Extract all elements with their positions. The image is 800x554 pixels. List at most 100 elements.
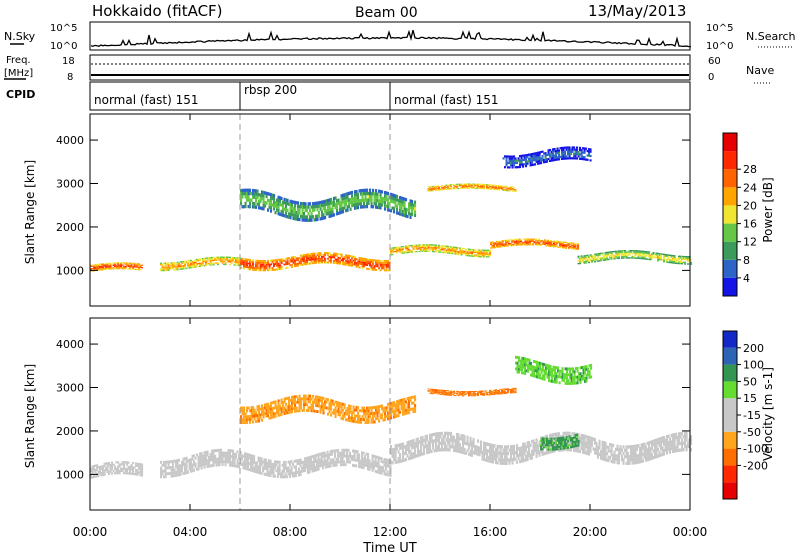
power-echo-cell xyxy=(673,260,676,263)
power-echo-cell xyxy=(267,261,270,264)
vel-echo-cell xyxy=(319,396,322,400)
power-echo-cell xyxy=(309,208,312,213)
power-echo-cell xyxy=(666,255,669,257)
vel-echo-cell xyxy=(606,445,609,449)
power-echo-cell xyxy=(318,256,321,258)
power-echo-cell xyxy=(589,258,592,260)
power-echo-cell xyxy=(604,253,607,255)
power-echo-cell xyxy=(438,188,441,190)
vel-echo-cell xyxy=(307,456,310,460)
power-echo-cell xyxy=(574,148,577,151)
power-echo-cell xyxy=(588,154,591,157)
power-echo-cell xyxy=(435,185,438,187)
power-echo-cell xyxy=(363,198,366,202)
power-echo-cell xyxy=(178,264,181,266)
vel-echo-cell xyxy=(277,466,280,470)
power-echo-cell xyxy=(429,190,432,192)
vel-echo-cell xyxy=(304,460,307,464)
power-echo-cell xyxy=(364,205,367,209)
vel-echo-cell xyxy=(255,414,258,418)
power-echo-cell xyxy=(423,249,426,251)
vel-echo-cell xyxy=(636,447,639,451)
vel-echo-cell xyxy=(256,470,259,474)
power-echo-cell xyxy=(357,260,360,263)
power-cbar-tick-label-0: 4 xyxy=(743,272,750,285)
power-echo-cell xyxy=(373,202,376,206)
vel-echo-cell xyxy=(129,468,132,471)
power-echo-cell xyxy=(376,259,379,262)
power-echo-cell xyxy=(387,269,390,272)
vel-echo-cell xyxy=(126,467,129,471)
power-echo-cell xyxy=(423,244,426,246)
power-echo-cell xyxy=(330,256,333,258)
vel-echo-cell xyxy=(432,446,435,450)
vel-echo-cell xyxy=(167,466,170,470)
power-echo-cell xyxy=(433,187,436,189)
power-echo-cell xyxy=(486,249,489,251)
vel-echo-cell xyxy=(435,439,438,443)
power-echo-cell xyxy=(273,200,276,204)
power-echo-cell xyxy=(667,261,670,263)
power-echo-cell xyxy=(289,258,292,261)
power-echo-cell xyxy=(322,255,325,258)
power-echo-cell xyxy=(561,155,564,158)
power-echo-cell xyxy=(462,247,465,250)
power-echo-cell xyxy=(393,210,396,214)
power-echo-cell xyxy=(402,251,405,253)
power-echo-cell xyxy=(316,252,319,255)
vel-echo-cell xyxy=(127,461,130,464)
power-echo-cell xyxy=(538,240,541,242)
vel-echo-cell xyxy=(278,460,281,464)
vel-echo-cell xyxy=(367,461,370,465)
power-echo-cell xyxy=(367,195,370,199)
power-echo-cell xyxy=(463,250,466,252)
power-echo-cell xyxy=(394,197,397,201)
power-echo-cell xyxy=(321,210,324,214)
vel-echo-cell xyxy=(227,460,230,464)
power-echo-cell xyxy=(214,262,217,264)
vel-echo-cell xyxy=(648,441,651,445)
vel-echo-cell xyxy=(541,446,544,450)
power-echo-cell xyxy=(490,187,493,189)
vel-echo-cell xyxy=(669,450,672,454)
power-echo-cell xyxy=(496,188,499,190)
power-echo-cell xyxy=(529,159,532,163)
power-echo-cell xyxy=(497,246,500,248)
power-echo-cell xyxy=(469,186,472,187)
power-echo-cell xyxy=(307,253,310,256)
power-echo-cell xyxy=(405,198,408,202)
vel-echo-cell xyxy=(264,412,267,416)
vel-echo-cell xyxy=(447,438,450,442)
power-echo-cell xyxy=(547,149,550,152)
vel-echo-cell xyxy=(663,449,666,453)
power-echo-cell xyxy=(138,264,141,266)
vel-echo-cell xyxy=(651,453,654,457)
power-echo-cell xyxy=(663,255,666,257)
power-echo-cell xyxy=(218,258,221,260)
vel-echo-cell xyxy=(441,448,444,452)
power-echo-cell xyxy=(508,162,511,165)
vel-echo-cell xyxy=(409,456,412,460)
power-echo-cell xyxy=(616,253,619,255)
power-echo-cell xyxy=(262,265,265,268)
power-echo-cell xyxy=(184,265,187,267)
vel-echo-cell xyxy=(643,452,646,456)
vel-echo-cell xyxy=(681,441,684,445)
vel-echo-cell xyxy=(400,459,403,463)
power-echo-cell xyxy=(397,198,400,202)
vel-echo-cell xyxy=(279,413,282,417)
vel-echo-cell xyxy=(139,469,142,472)
vel-echo-cell xyxy=(402,455,405,459)
power-echo-cell xyxy=(408,250,411,252)
power-echo-cell xyxy=(532,238,535,240)
power-echo-cell xyxy=(577,153,580,156)
vel-echo-cell xyxy=(99,468,102,471)
power-echo-cell xyxy=(676,262,679,265)
power-echo-cell xyxy=(582,256,585,259)
power-echo-cell xyxy=(502,245,505,248)
power-echo-cell xyxy=(519,159,522,162)
vel-echo-cell xyxy=(505,461,508,465)
power-echo-cell xyxy=(477,185,480,187)
power-echo-cell xyxy=(259,196,262,200)
power-echo-cell xyxy=(330,201,333,205)
